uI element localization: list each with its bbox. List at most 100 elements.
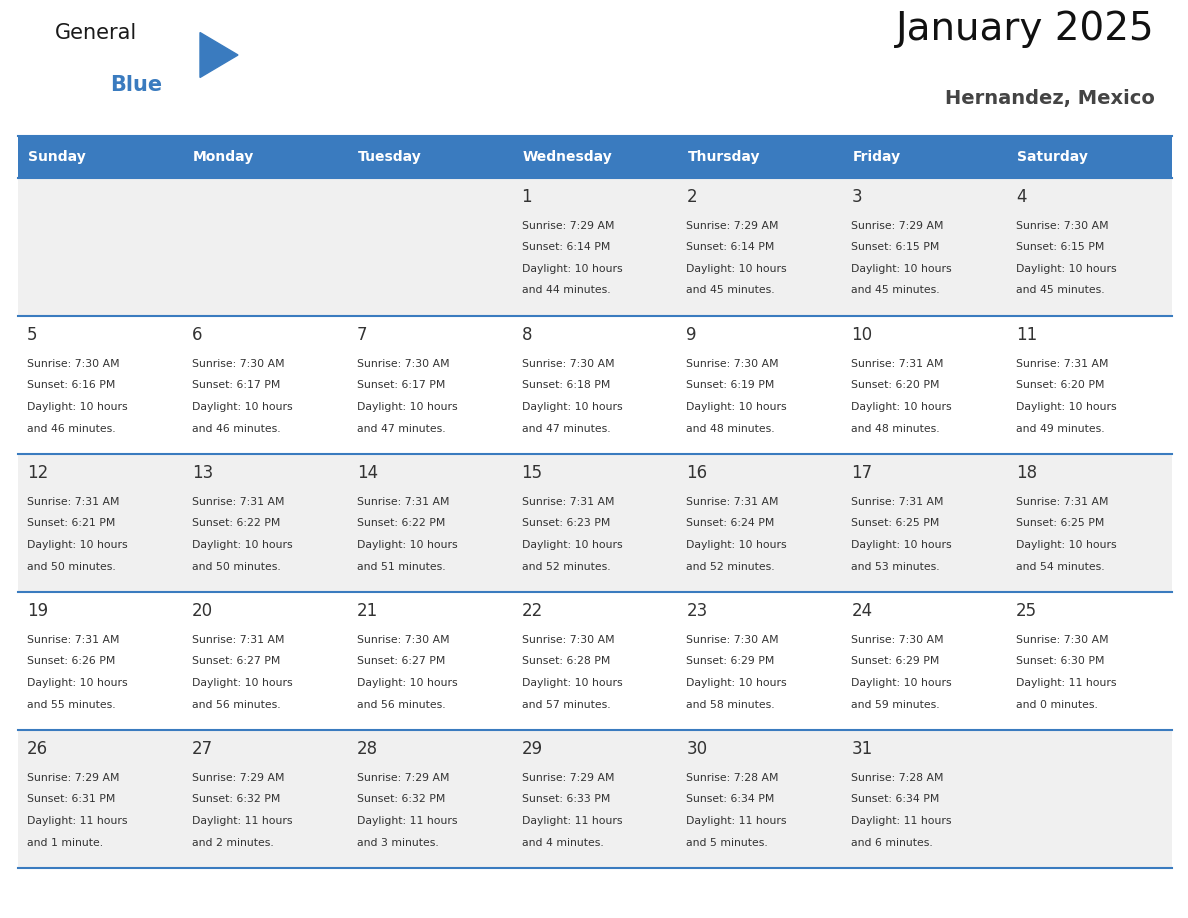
Text: Sunset: 6:21 PM: Sunset: 6:21 PM	[27, 519, 115, 529]
Text: Sunrise: 7:31 AM: Sunrise: 7:31 AM	[522, 497, 614, 507]
Text: Blue: Blue	[110, 75, 162, 95]
Text: Sunset: 6:29 PM: Sunset: 6:29 PM	[687, 656, 775, 666]
Text: 25: 25	[1016, 602, 1037, 620]
Text: 22: 22	[522, 602, 543, 620]
Text: 8: 8	[522, 326, 532, 344]
Text: Sunset: 6:17 PM: Sunset: 6:17 PM	[191, 380, 280, 390]
Bar	[18, 136, 183, 178]
Text: 1: 1	[522, 188, 532, 206]
Text: Daylight: 10 hours: Daylight: 10 hours	[852, 264, 952, 274]
Text: Sunset: 6:27 PM: Sunset: 6:27 PM	[191, 656, 280, 666]
Text: 21: 21	[356, 602, 378, 620]
Text: 4: 4	[1016, 188, 1026, 206]
Text: Sunset: 6:32 PM: Sunset: 6:32 PM	[191, 794, 280, 804]
Text: Daylight: 11 hours: Daylight: 11 hours	[27, 816, 127, 826]
Text: Sunset: 6:22 PM: Sunset: 6:22 PM	[191, 519, 280, 529]
Text: and 49 minutes.: and 49 minutes.	[1016, 423, 1105, 433]
Text: Sunset: 6:29 PM: Sunset: 6:29 PM	[852, 656, 940, 666]
Text: Daylight: 10 hours: Daylight: 10 hours	[852, 402, 952, 412]
Text: Sunset: 6:16 PM: Sunset: 6:16 PM	[27, 380, 115, 390]
Text: 10: 10	[852, 326, 872, 344]
Text: 11: 11	[1016, 326, 1037, 344]
Text: Sunrise: 7:30 AM: Sunrise: 7:30 AM	[522, 635, 614, 645]
Text: Saturday: Saturday	[1017, 150, 1088, 164]
Text: Sunrise: 7:30 AM: Sunrise: 7:30 AM	[1016, 221, 1108, 231]
Text: and 44 minutes.: and 44 minutes.	[522, 285, 611, 296]
Text: and 46 minutes.: and 46 minutes.	[27, 423, 115, 433]
Text: and 46 minutes.: and 46 minutes.	[191, 423, 280, 433]
Text: Daylight: 10 hours: Daylight: 10 hours	[522, 678, 623, 688]
Text: 5: 5	[27, 326, 38, 344]
Text: Daylight: 11 hours: Daylight: 11 hours	[356, 816, 457, 826]
Text: Daylight: 10 hours: Daylight: 10 hours	[191, 540, 292, 550]
Text: and 3 minutes.: and 3 minutes.	[356, 837, 438, 847]
Bar	[512, 136, 677, 178]
Text: Sunrise: 7:30 AM: Sunrise: 7:30 AM	[356, 635, 449, 645]
Text: Sunset: 6:19 PM: Sunset: 6:19 PM	[687, 380, 775, 390]
Bar	[183, 136, 348, 178]
Text: 28: 28	[356, 740, 378, 758]
Text: Daylight: 10 hours: Daylight: 10 hours	[687, 678, 788, 688]
Text: and 56 minutes.: and 56 minutes.	[356, 700, 446, 710]
Bar	[18, 592, 1173, 730]
Text: Sunrise: 7:31 AM: Sunrise: 7:31 AM	[27, 497, 120, 507]
Text: Sunset: 6:18 PM: Sunset: 6:18 PM	[522, 380, 609, 390]
Text: 30: 30	[687, 740, 708, 758]
Text: Sunrise: 7:30 AM: Sunrise: 7:30 AM	[687, 359, 779, 369]
Text: Sunrise: 7:30 AM: Sunrise: 7:30 AM	[1016, 635, 1108, 645]
Text: Sunset: 6:17 PM: Sunset: 6:17 PM	[356, 380, 446, 390]
Text: 2: 2	[687, 188, 697, 206]
Text: Sunrise: 7:29 AM: Sunrise: 7:29 AM	[27, 773, 120, 783]
Text: and 45 minutes.: and 45 minutes.	[852, 285, 940, 296]
Text: 26: 26	[27, 740, 49, 758]
Text: Daylight: 10 hours: Daylight: 10 hours	[356, 678, 457, 688]
Text: 16: 16	[687, 464, 708, 482]
Text: Sunrise: 7:31 AM: Sunrise: 7:31 AM	[852, 359, 943, 369]
Text: Sunset: 6:20 PM: Sunset: 6:20 PM	[1016, 380, 1105, 390]
Text: 31: 31	[852, 740, 872, 758]
Bar	[18, 316, 1173, 454]
Bar	[348, 136, 512, 178]
Text: Sunrise: 7:31 AM: Sunrise: 7:31 AM	[1016, 359, 1108, 369]
Text: and 1 minute.: and 1 minute.	[27, 837, 103, 847]
Text: General: General	[55, 23, 138, 43]
Text: Sunset: 6:24 PM: Sunset: 6:24 PM	[687, 519, 775, 529]
Text: Daylight: 10 hours: Daylight: 10 hours	[356, 402, 457, 412]
Text: and 52 minutes.: and 52 minutes.	[522, 562, 611, 572]
Text: Daylight: 10 hours: Daylight: 10 hours	[522, 402, 623, 412]
Text: Wednesday: Wednesday	[523, 150, 612, 164]
Text: and 51 minutes.: and 51 minutes.	[356, 562, 446, 572]
Text: Daylight: 10 hours: Daylight: 10 hours	[191, 402, 292, 412]
Text: 20: 20	[191, 602, 213, 620]
Bar	[842, 136, 1007, 178]
Text: Daylight: 10 hours: Daylight: 10 hours	[687, 402, 788, 412]
Bar	[18, 178, 1173, 316]
Text: 29: 29	[522, 740, 543, 758]
Text: Daylight: 10 hours: Daylight: 10 hours	[687, 540, 788, 550]
Text: and 53 minutes.: and 53 minutes.	[852, 562, 940, 572]
Bar	[18, 454, 1173, 592]
Text: and 55 minutes.: and 55 minutes.	[27, 700, 115, 710]
Text: Sunrise: 7:31 AM: Sunrise: 7:31 AM	[191, 635, 284, 645]
Text: Daylight: 10 hours: Daylight: 10 hours	[27, 678, 127, 688]
Text: Daylight: 10 hours: Daylight: 10 hours	[1016, 540, 1117, 550]
Text: Monday: Monday	[192, 150, 254, 164]
Text: Sunset: 6:30 PM: Sunset: 6:30 PM	[1016, 656, 1105, 666]
Text: Sunset: 6:31 PM: Sunset: 6:31 PM	[27, 794, 115, 804]
Text: Daylight: 10 hours: Daylight: 10 hours	[852, 678, 952, 688]
Text: Sunrise: 7:31 AM: Sunrise: 7:31 AM	[27, 635, 120, 645]
Polygon shape	[200, 32, 238, 77]
Bar	[677, 136, 842, 178]
Text: Sunrise: 7:30 AM: Sunrise: 7:30 AM	[191, 359, 284, 369]
Text: Sunset: 6:23 PM: Sunset: 6:23 PM	[522, 519, 609, 529]
Text: and 57 minutes.: and 57 minutes.	[522, 700, 611, 710]
Text: and 50 minutes.: and 50 minutes.	[27, 562, 115, 572]
Text: Sunset: 6:15 PM: Sunset: 6:15 PM	[1016, 242, 1105, 252]
Text: and 48 minutes.: and 48 minutes.	[852, 423, 940, 433]
Text: Sunset: 6:25 PM: Sunset: 6:25 PM	[1016, 519, 1105, 529]
Bar	[1007, 136, 1173, 178]
Text: Sunset: 6:27 PM: Sunset: 6:27 PM	[356, 656, 446, 666]
Text: January 2025: January 2025	[897, 10, 1155, 48]
Text: Sunset: 6:26 PM: Sunset: 6:26 PM	[27, 656, 115, 666]
Text: Daylight: 10 hours: Daylight: 10 hours	[356, 540, 457, 550]
